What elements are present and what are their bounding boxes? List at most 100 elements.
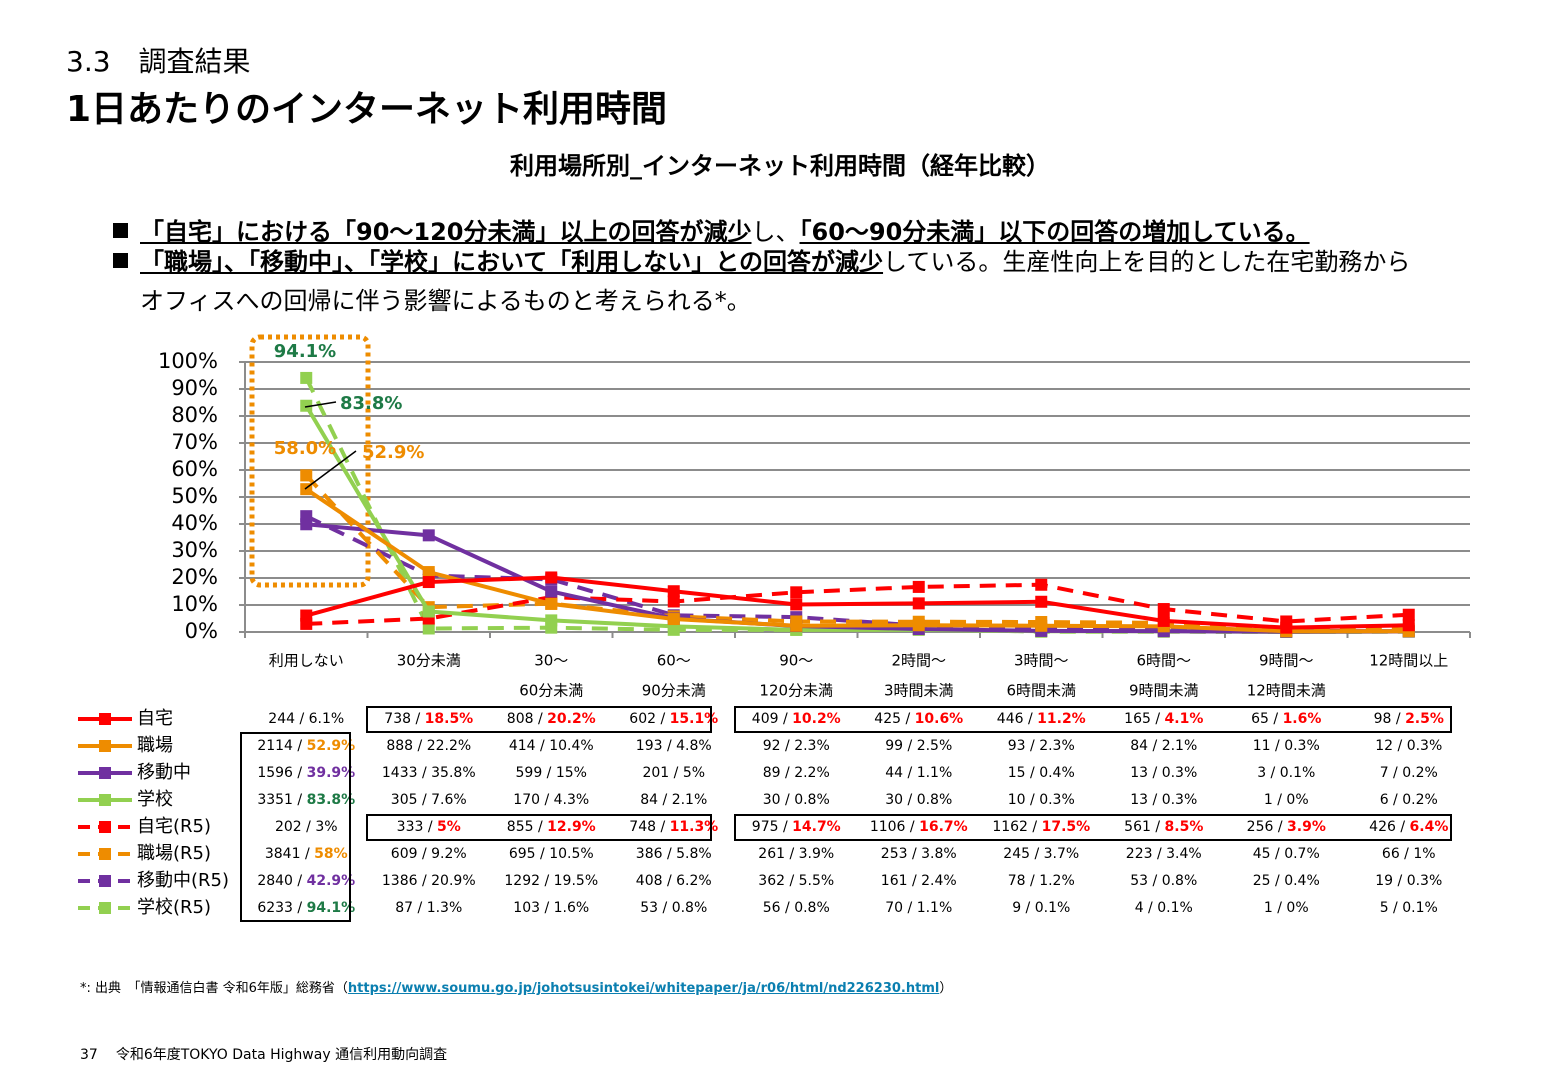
marker: [545, 597, 558, 610]
table-cell: 245 / 3.7%: [1003, 846, 1079, 862]
series-line: [306, 582, 1409, 626]
x-tick-label: 3時間～: [1014, 652, 1069, 670]
table-cell: 161 / 2.4%: [881, 873, 957, 889]
series-line: [305, 575, 1409, 630]
marker: [790, 619, 803, 632]
legend-label: 学校(R5): [137, 897, 211, 918]
legend-marker: [99, 821, 111, 833]
marker: [300, 469, 313, 482]
table-cell: 2114 / 52.9%: [257, 738, 355, 754]
marker: [300, 399, 313, 412]
table-cell: 695 / 10.5%: [509, 846, 594, 862]
x-tick-label: 9時間～: [1259, 652, 1314, 670]
footer-text: 令和6年度TOKYO Data Highway 通信利用動向調査: [115, 1047, 448, 1063]
table-cell: 1162 / 17.5%: [992, 819, 1090, 835]
table-cell: 65 / 1.6%: [1251, 711, 1321, 727]
table-cell: 93 / 2.3%: [1008, 738, 1075, 754]
table-cell: 53 / 0.8%: [1130, 873, 1197, 889]
table-cell: 25 / 0.4%: [1253, 873, 1320, 889]
table-cell: 45 / 0.7%: [1253, 846, 1320, 862]
marker: [300, 609, 313, 622]
legend-marker: [99, 740, 111, 752]
source-link[interactable]: https://www.soumu.go.jp/johotsusintokei/…: [347, 981, 940, 996]
table-cell: 1 / 0%: [1264, 792, 1309, 808]
table-cell: 609 / 9.2%: [391, 846, 467, 862]
marker: [1402, 608, 1415, 621]
y-tick-label: 10%: [171, 592, 218, 616]
marker: [300, 371, 313, 384]
table-cell: 44 / 1.1%: [885, 765, 952, 781]
legend-marker: [99, 902, 111, 914]
table-cell: 1292 / 19.5%: [504, 873, 598, 889]
table-cell: 426 / 6.4%: [1369, 819, 1448, 835]
x-tick-label: 3時間未満: [884, 682, 954, 700]
legend-label: 移動中: [137, 762, 191, 783]
y-tick-label: 20%: [171, 565, 218, 589]
table-cell: 738 / 18.5%: [384, 711, 473, 727]
marker: [1280, 621, 1293, 634]
table-cell: 70 / 1.1%: [885, 900, 952, 916]
series-line: [305, 487, 1409, 634]
table-cell: 7 / 0.2%: [1380, 765, 1438, 781]
table-cell: 1106 / 16.7%: [870, 819, 968, 835]
table-box: [734, 706, 1452, 733]
legend-label: 移動中(R5): [137, 870, 229, 891]
bullet-text: オフィスへの回帰に伴う影響によるものと考えられる*。: [140, 287, 751, 315]
y-tick-label: 90%: [171, 376, 218, 400]
table-cell: 305 / 7.6%: [391, 792, 467, 808]
table-cell: 99 / 2.5%: [885, 738, 952, 754]
chart-title: 利用場所別_インターネット利用時間（経年比較）: [510, 152, 1050, 180]
table-cell: 253 / 3.8%: [881, 846, 957, 862]
table-cell: 78 / 1.2%: [1008, 873, 1075, 889]
table-cell: 56 / 0.8%: [763, 900, 830, 916]
table-box: [734, 814, 1452, 841]
y-tick-label: 50%: [171, 484, 218, 508]
legend-label: 自宅: [137, 708, 173, 729]
table-cell: 84 / 2.1%: [1130, 738, 1197, 754]
legend-label: 職場: [137, 735, 173, 756]
page-number: 37: [80, 1047, 98, 1063]
marker: [1035, 578, 1048, 591]
marker: [1402, 619, 1415, 632]
x-tick-label: 90～: [779, 652, 813, 670]
marker: [545, 614, 558, 627]
annotation: 94.1%: [274, 341, 336, 362]
legend-label: 職場(R5): [137, 843, 211, 864]
marker: [667, 613, 680, 626]
table-cell: 223 / 3.4%: [1126, 846, 1202, 862]
marker: [422, 622, 435, 635]
table-cell: 30 / 0.8%: [885, 792, 952, 808]
table-cell: 193 / 4.8%: [636, 738, 712, 754]
y-tick-label: 60%: [171, 457, 218, 481]
highlight-box: [249, 334, 371, 588]
table-cell: 256 / 3.9%: [1247, 819, 1326, 835]
table-cell: 202 / 3%: [275, 819, 338, 835]
bullet-marker: [113, 253, 128, 268]
bullet-marker: [113, 223, 128, 238]
bullet-text: 「60～90分未満」以下の回答の増加している。: [799, 218, 1310, 246]
x-tick-label: 12時間以上: [1369, 652, 1448, 670]
y-tick-label: 30%: [171, 538, 218, 562]
marker: [790, 598, 803, 611]
marker: [1157, 603, 1170, 616]
y-tick-label: 70%: [171, 430, 218, 454]
table-cell: 261 / 3.9%: [758, 846, 834, 862]
table-cell: 15 / 0.4%: [1008, 765, 1075, 781]
table-cell: 599 / 15%: [516, 765, 587, 781]
bullet: 「自宅」における「90～120分未満」以上の回答が減少し、「60～90分未満」以…: [113, 212, 1310, 247]
x-tick-label: 2時間～: [891, 652, 946, 670]
table-cell: 53 / 0.8%: [640, 900, 707, 916]
table-cell: 1 / 0%: [1264, 900, 1309, 916]
series-line: [306, 522, 1409, 634]
table-cell: 13 / 0.3%: [1130, 765, 1197, 781]
marker: [1035, 595, 1048, 608]
table-cell: 975 / 14.7%: [752, 819, 841, 835]
table-cell: 12 / 0.3%: [1375, 738, 1442, 754]
table-cell: 3351 / 83.8%: [257, 792, 355, 808]
x-tick-label: 30～: [534, 652, 568, 670]
table-cell: 4 / 0.1%: [1135, 900, 1193, 916]
x-tick-label: 6時間～: [1136, 652, 1191, 670]
table-cell: 89 / 2.2%: [763, 765, 830, 781]
